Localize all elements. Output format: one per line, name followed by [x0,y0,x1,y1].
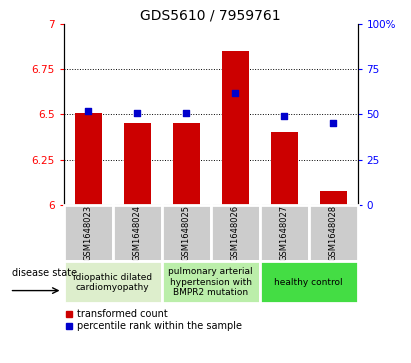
Point [232,90,238,95]
Point [85,108,92,114]
Bar [260,261,358,303]
Text: GSM1648027: GSM1648027 [279,205,289,261]
Bar [320,191,346,205]
Bar [124,123,151,205]
Bar [270,132,298,205]
Bar [64,205,113,261]
Title: GDS5610 / 7959761: GDS5610 / 7959761 [140,8,281,23]
Text: GSM1648025: GSM1648025 [182,205,191,261]
Text: GSM1648024: GSM1648024 [133,205,142,261]
Bar [211,205,260,261]
Bar [64,261,162,303]
Point [183,110,189,115]
Text: healthy control: healthy control [274,278,343,287]
Text: GSM1648023: GSM1648023 [84,205,93,261]
Point [330,121,336,126]
Text: GSM1648028: GSM1648028 [328,205,337,261]
Bar [162,205,211,261]
Bar [113,205,162,261]
Bar [162,261,260,303]
Bar [173,123,200,205]
Point [281,113,287,119]
Text: pulmonary arterial
hypertension with
BMPR2 mutation: pulmonary arterial hypertension with BMP… [169,267,253,297]
Bar [222,51,249,205]
Point [134,110,141,115]
Text: disease state: disease state [12,268,77,278]
Legend: transformed count, percentile rank within the sample: transformed count, percentile rank withi… [65,308,243,333]
Text: idiopathic dilated
cardiomyopathy: idiopathic dilated cardiomyopathy [73,273,152,292]
Text: GSM1648026: GSM1648026 [231,205,240,261]
Bar [309,205,358,261]
Bar [75,113,102,205]
Bar [260,205,309,261]
